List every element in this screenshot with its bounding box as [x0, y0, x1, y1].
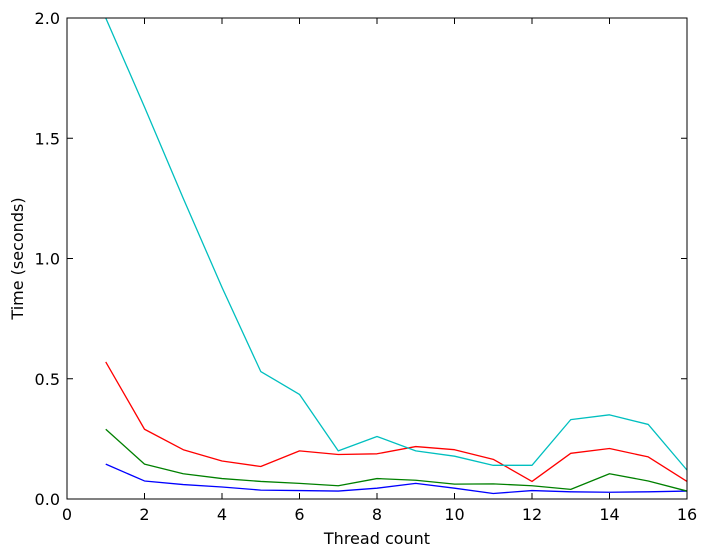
series-layer — [105, 17, 688, 495]
x-tick-label: 4 — [217, 505, 227, 524]
series-line-2 — [105, 428, 688, 492]
x-tick-label: 6 — [294, 505, 304, 524]
series-line-1 — [105, 463, 688, 495]
x-tick-label: 0 — [62, 505, 72, 524]
y-tick-label: 0.5 — [35, 370, 60, 389]
x-tick-label: 12 — [522, 505, 542, 524]
x-axis-label: Thread count — [323, 529, 430, 548]
x-tick-label: 14 — [599, 505, 619, 524]
x-tick-label: 10 — [444, 505, 464, 524]
series-line-3 — [105, 361, 688, 483]
x-tick-label: 2 — [139, 505, 149, 524]
y-axis-label: Time (seconds) — [8, 197, 27, 320]
y-tick-label: 1.5 — [35, 129, 60, 148]
series-line-4 — [105, 17, 688, 471]
ticks-layer: 0 2 4 6 8 10 12 14 16 0.0 0.5 1.0 1.5 2.0 — [35, 9, 698, 524]
y-tick-label: 2.0 — [35, 9, 60, 28]
plot-frame — [66, 17, 688, 500]
x-tick-label: 16 — [677, 505, 697, 524]
y-tick-label: 1.0 — [35, 250, 60, 269]
y-tick-label: 0.0 — [35, 490, 60, 509]
x-tick-label: 8 — [372, 505, 382, 524]
